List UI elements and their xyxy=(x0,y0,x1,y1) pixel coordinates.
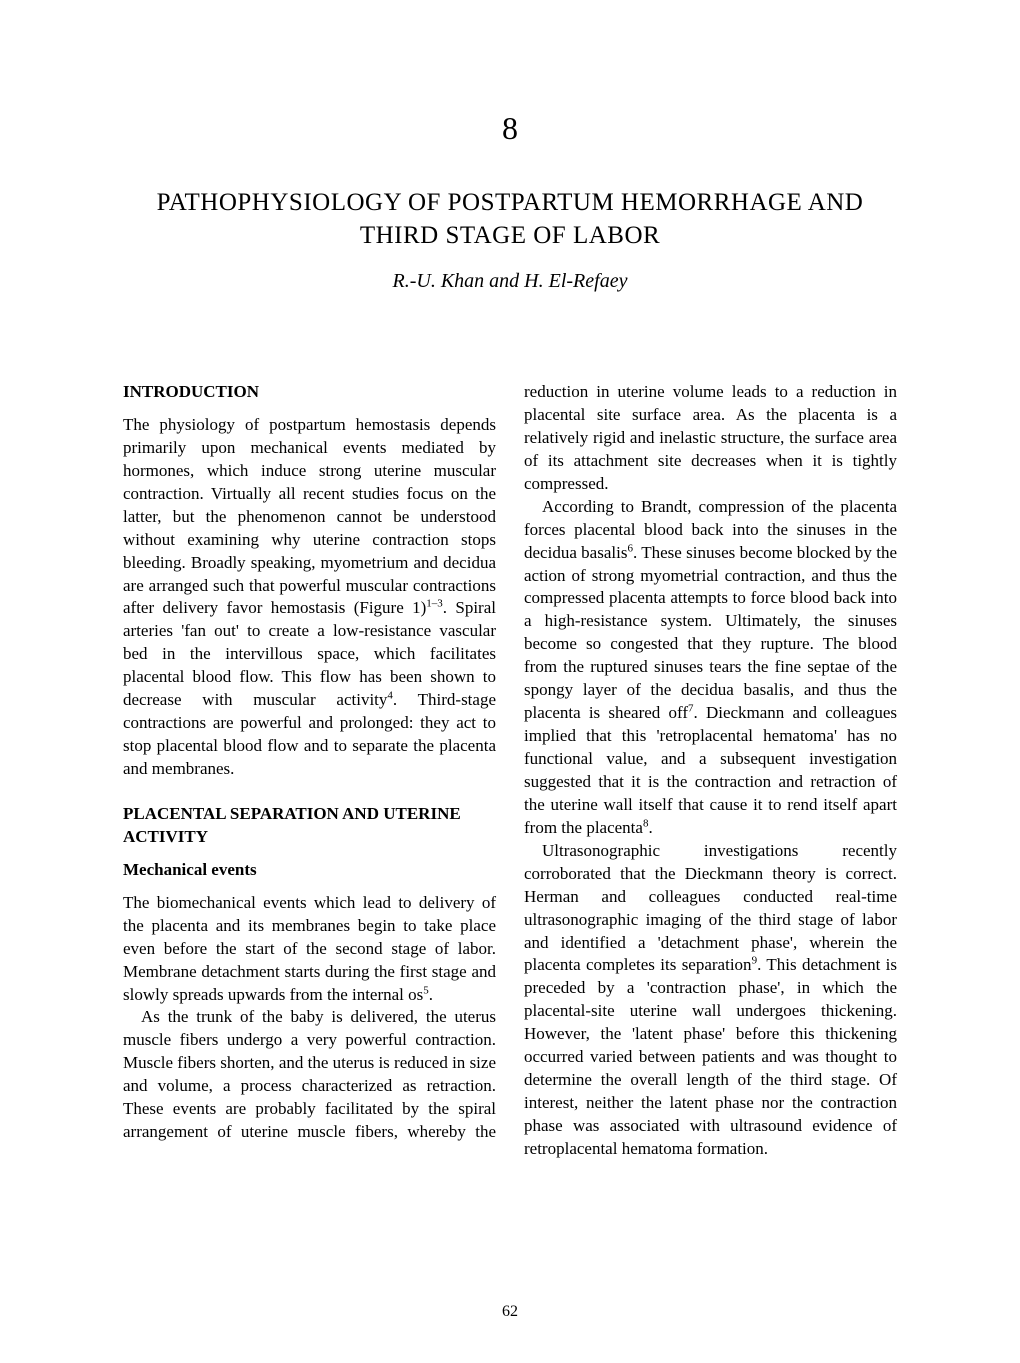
heading-introduction: INTRODUCTION xyxy=(123,381,496,404)
chapter-title: PATHOPHYSIOLOGY OF POSTPARTUM HEMORRHAGE… xyxy=(123,187,897,252)
mechanical-paragraph-1: The biomechanical events which lead to d… xyxy=(123,892,496,1007)
mechanical-paragraph-4: Ultrasonographic investigations recently… xyxy=(524,840,897,1161)
intro-paragraph: The physiology of postpartum hemostasis … xyxy=(123,414,496,781)
text-span: . These sinuses become blocked by the ac… xyxy=(524,543,897,723)
text-span: The physiology of postpartum hemostasis … xyxy=(123,415,496,618)
text-span: . xyxy=(429,985,433,1004)
text-span: The biomechanical events which lead to d… xyxy=(123,893,496,1004)
text-span: . This detachment is preceded by a 'cont… xyxy=(524,955,897,1158)
authors: R.-U. Khan and H. El-Refaey xyxy=(123,270,897,293)
heading-placental-separation: PLACENTAL SEPARATION AND UTERINE ACTIVIT… xyxy=(123,803,496,849)
subheading-mechanical-events: Mechanical events xyxy=(123,859,496,882)
body-columns: INTRODUCTION The physiology of postpartu… xyxy=(123,381,897,1161)
chapter-number: 8 xyxy=(123,110,897,147)
text-span: . xyxy=(648,818,652,837)
text-span: . Dieckmann and colleagues implied that … xyxy=(524,703,897,837)
mechanical-paragraph-3: According to Brandt, compression of the … xyxy=(524,496,897,840)
citation-sup: 1–3 xyxy=(426,598,443,610)
page-number: 62 xyxy=(0,1303,1020,1321)
